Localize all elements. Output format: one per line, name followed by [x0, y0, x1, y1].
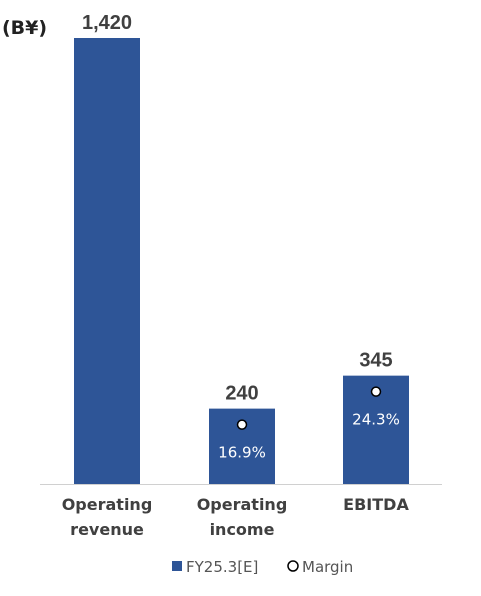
bar-0	[74, 38, 140, 484]
category-label-1-0: Operating	[197, 495, 288, 514]
margin-value-label-1: 16.9%	[218, 444, 266, 462]
margin-value-label-2: 24.3%	[352, 411, 400, 429]
legend-swatch-margin	[287, 560, 299, 572]
category-label-0-0: Operating	[62, 495, 153, 514]
legend: FY25.3[E] Margin	[172, 558, 353, 576]
margin-point-1	[236, 419, 248, 430]
bars-group: 1,420 Operating revenue 240 16.9% Operating in…	[62, 12, 410, 539]
bar-value-label-2: 345	[359, 350, 392, 372]
legend-label-series: FY25.3[E]	[186, 558, 258, 576]
legend-swatch-series	[172, 561, 182, 571]
category-label-1-1: income	[210, 520, 275, 539]
margin-point-2	[370, 386, 382, 397]
bar-value-label-1: 240	[225, 383, 258, 405]
category-label-2-0: EBITDA	[343, 495, 409, 514]
category-label-0-1: revenue	[70, 520, 144, 539]
unit-label: (B¥)	[2, 17, 47, 39]
legend-label-margin: Margin	[302, 558, 353, 576]
bar-value-label-0: 1,420	[82, 12, 132, 34]
